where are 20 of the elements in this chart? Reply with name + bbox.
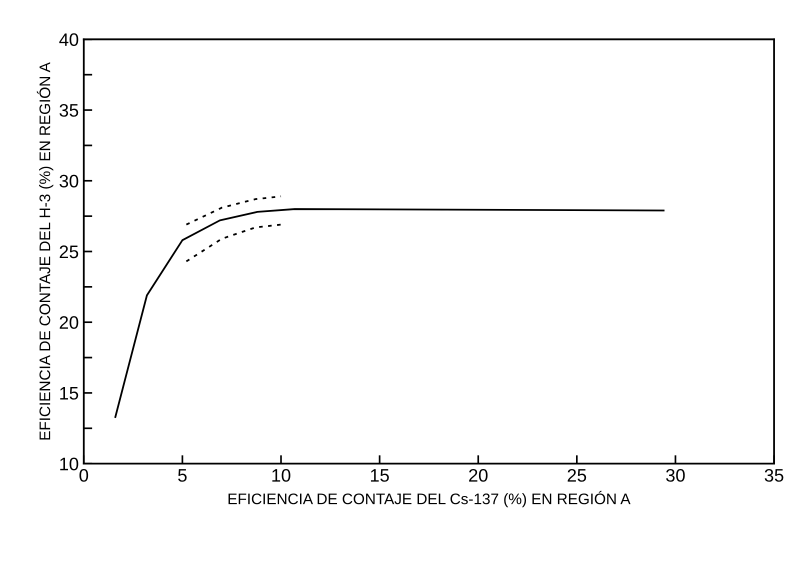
y-axis-title: EFICIENCIA DE CONTAJE DEL H-3 (%) EN REGIÓN A xyxy=(36,62,54,440)
x-tick-label: 35 xyxy=(764,468,784,482)
y-tick-label: 20 xyxy=(60,316,78,329)
y-tick-label: 25 xyxy=(60,245,78,258)
y-tick-label: 30 xyxy=(60,174,78,188)
x-tick-label: 25 xyxy=(568,468,586,482)
line-series xyxy=(114,208,665,418)
y-tick-label: 15 xyxy=(60,387,78,400)
x-tick-label: 5 xyxy=(178,469,187,482)
y-tick-label: 10 xyxy=(60,458,78,470)
line-series xyxy=(185,224,282,262)
x-tick-label: 0 xyxy=(79,468,88,482)
x-axis-title: EFICIENCIA DE CONTAJE DEL Cs-137 (%) EN REGIÓN A xyxy=(228,490,631,508)
line-series xyxy=(185,195,282,226)
x-tick-label: 30 xyxy=(666,468,685,482)
x-tick-label: 20 xyxy=(469,468,488,482)
x-tick-label: 15 xyxy=(370,469,389,482)
y-tick-label: 35 xyxy=(60,104,78,117)
y-tick-label: 40 xyxy=(59,33,78,46)
x-tick-label: 10 xyxy=(272,468,290,482)
